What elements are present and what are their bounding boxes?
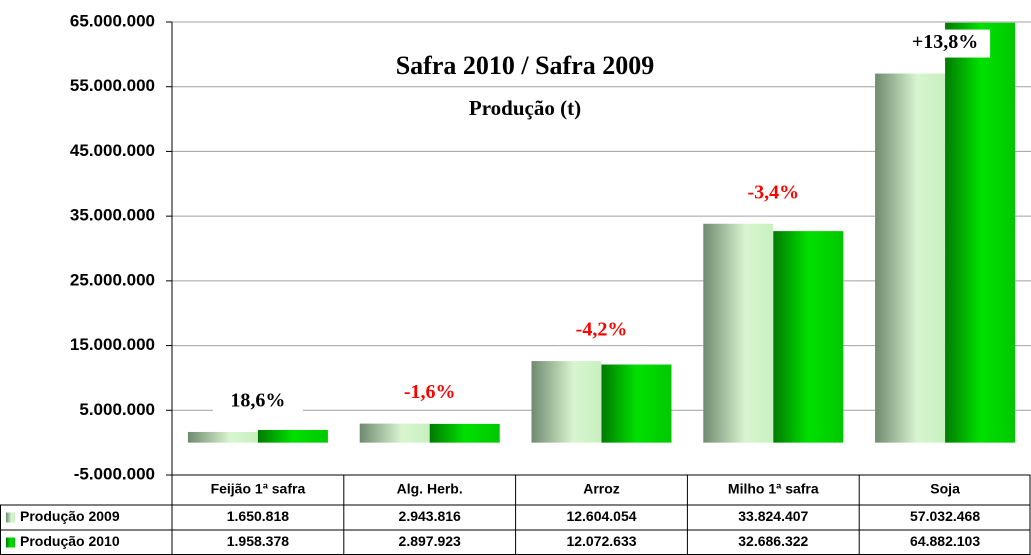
legend-swatch	[6, 512, 15, 523]
bar	[531, 361, 602, 443]
bar	[359, 423, 430, 443]
table-value: 2.943.816	[399, 508, 461, 524]
table-value: 32.686.322	[738, 533, 808, 549]
annotation: -3,4%	[747, 181, 799, 203]
table-value: 57.032.468	[910, 508, 980, 524]
y-tick-label: 65.000.000	[70, 11, 155, 30]
y-tick-label: -5.000.000	[74, 464, 155, 483]
category-label: Alg. Herb.	[397, 481, 463, 497]
table-value: 12.072.633	[566, 533, 636, 549]
table-value: 1.650.818	[227, 508, 289, 524]
bar	[773, 231, 844, 443]
legend-label: Produção 2009	[20, 508, 120, 524]
bar	[875, 73, 946, 443]
annotation-bg	[900, 29, 991, 58]
legend-label: Produção 2010	[20, 533, 120, 549]
bar	[429, 423, 500, 443]
y-tick-label: 45.000.000	[70, 141, 155, 160]
bar	[187, 431, 258, 443]
annotation: -1,6%	[404, 381, 456, 403]
annotation: -4,2%	[576, 319, 628, 341]
y-tick-label: 55.000.000	[70, 76, 155, 95]
table-value: 1.958.378	[227, 533, 289, 549]
legend-swatch	[6, 537, 15, 548]
annotation-bg	[212, 387, 303, 416]
bar	[703, 223, 774, 443]
annotation-bg	[384, 379, 475, 408]
category-label: Arroz	[583, 481, 620, 497]
annotation-bg	[728, 179, 819, 208]
bar	[945, 22, 1016, 443]
category-label: Soja	[930, 481, 960, 497]
data-table: Feijão 1ª safra Alg. Herb. Arroz Milho 1ª s…	[0, 474, 1031, 555]
category-label: Feijão 1ª safra	[211, 481, 306, 497]
bar	[601, 364, 672, 443]
bars	[187, 22, 1016, 443]
category-label: Milho 1ª safra	[728, 481, 819, 497]
annotations: 18,6% -1,6% -4,2% -3,4% +13,8%	[212, 29, 991, 416]
annotation-bg	[556, 317, 647, 346]
table-value: 2.897.923	[399, 533, 461, 549]
chart-subtitle: Produção (t)	[469, 96, 581, 120]
annotation: +13,8%	[912, 31, 978, 53]
y-tick-label: 5.000.000	[79, 400, 155, 419]
table-value: 12.604.054	[566, 508, 636, 524]
bar	[257, 429, 328, 443]
annotation: 18,6%	[230, 390, 285, 412]
chart-title: Safra 2010 / Safra 2009	[396, 51, 655, 80]
y-tick-label: 35.000.000	[70, 206, 155, 225]
table-value: 64.882.103	[910, 533, 980, 549]
y-tick-label: 15.000.000	[70, 335, 155, 354]
table-value: 33.824.407	[738, 508, 808, 524]
y-tick-label: 25.000.000	[70, 270, 155, 289]
